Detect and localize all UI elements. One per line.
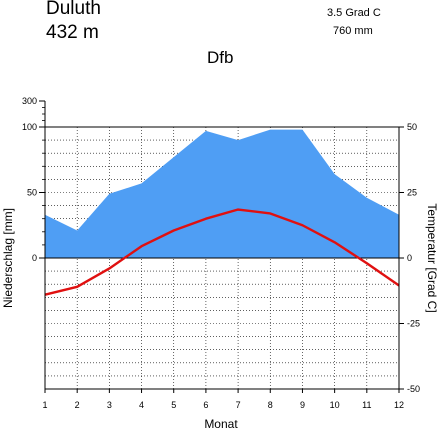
x-axis-label: Monat: [204, 417, 238, 430]
x-tick-label: 8: [268, 400, 273, 410]
y-right-tick-label: 25: [407, 188, 417, 198]
y-right-tick-label: 50: [407, 122, 417, 132]
mean-temperature: 3.5 Grad C: [327, 7, 381, 19]
x-tick-label: 12: [394, 400, 404, 410]
temperature-line-layer: [44, 208, 400, 296]
x-tick-label: 10: [330, 400, 340, 410]
y-right-tick-label: 0: [407, 253, 412, 263]
climate-class-title: Dfb: [207, 48, 234, 67]
x-tick-label: 1: [42, 400, 47, 410]
annual-precipitation: 760 mm: [333, 25, 373, 37]
y-axis-label-left: Niederschlag [mm]: [1, 208, 15, 308]
y-left-tick-label: 50: [27, 188, 37, 198]
y-left-tick-label: 100: [22, 122, 37, 132]
y-left-tick-label: 0: [32, 253, 37, 263]
precipitation-area-layer: [45, 129, 399, 258]
y-right-tick-label: -50: [407, 384, 420, 394]
temperature-line: [44, 208, 400, 296]
x-tick-label: 5: [171, 400, 176, 410]
station-name: Duluth: [46, 0, 101, 19]
station-elevation: 432 m: [46, 22, 99, 43]
y-left-tick-label: 300: [22, 96, 37, 106]
x-tick-label: 4: [139, 400, 144, 410]
x-tick-label: 11: [362, 400, 371, 410]
precipitation-area: [45, 129, 399, 258]
x-tick-label: 9: [300, 400, 305, 410]
x-tick-label: 7: [236, 400, 241, 410]
x-tick-label: 3: [107, 400, 112, 410]
x-tick-label: 6: [203, 400, 208, 410]
y-right-tick-label: -25: [407, 319, 420, 329]
y-axis-label-right: Temperatur [Grad C]: [425, 203, 439, 312]
x-tick-label: 2: [75, 400, 80, 410]
